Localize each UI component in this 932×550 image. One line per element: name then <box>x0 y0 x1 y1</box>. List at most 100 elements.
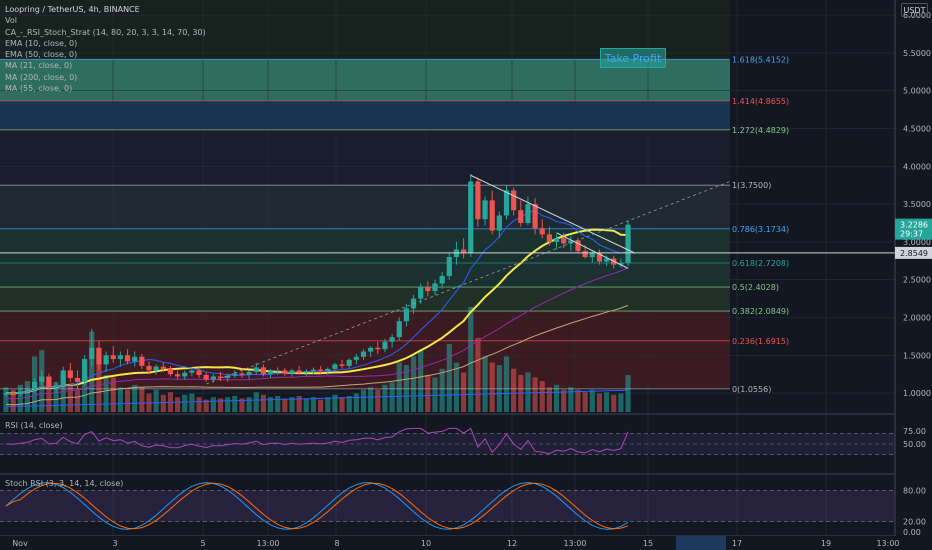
current-price-value: 3.2286 <box>900 221 928 230</box>
candle <box>346 359 352 366</box>
legend-item[interactable]: MA (55, close, 0) <box>5 84 73 94</box>
legend-item[interactable]: CA_-_RSI_Stoch_Strat (14, 80, 20, 3, 3, … <box>5 27 206 37</box>
candle <box>282 370 288 374</box>
time-tick: Nov <box>12 539 28 548</box>
candle <box>368 347 374 352</box>
time-highlight <box>676 536 726 550</box>
volume-bar <box>132 384 138 412</box>
candle <box>604 258 610 262</box>
volume-bar <box>511 368 517 412</box>
time-tick: 19 <box>821 539 831 548</box>
price-tick: 6.0000 <box>903 11 931 20</box>
volume-bar <box>332 394 338 412</box>
volume-bar <box>539 381 545 412</box>
volume-bar <box>418 350 424 412</box>
volume-bar <box>246 397 252 412</box>
fib-band <box>0 287 730 312</box>
volume-bar <box>589 389 595 412</box>
volume-bar <box>110 377 116 412</box>
fib-label: 0.618(2.7208) <box>732 259 789 268</box>
time-tick: 8 <box>334 539 339 548</box>
current-price-tag <box>895 218 932 240</box>
fib-label: 1.272(4.4829) <box>732 126 789 135</box>
volume-bar <box>611 394 617 412</box>
time-tick: 12 <box>507 539 517 548</box>
legend-item[interactable]: EMA (50, close, 0) <box>5 50 78 60</box>
volume-bar <box>503 356 510 412</box>
candle <box>396 321 402 338</box>
volume-bar <box>160 394 166 412</box>
volume-bar <box>303 398 309 412</box>
empty-area <box>730 0 895 412</box>
candle <box>482 200 488 220</box>
price-tick: 1.5000 <box>903 351 931 360</box>
currency-button[interactable]: USDT <box>901 3 928 17</box>
stoch-band <box>0 490 895 522</box>
candle <box>353 356 359 360</box>
legend-item[interactable]: MA (200, close, 0) <box>5 72 78 82</box>
time-tick: 13:00 <box>256 539 279 548</box>
volume-bar <box>10 389 16 412</box>
volume-bar <box>275 395 281 412</box>
candle <box>461 249 467 254</box>
candle <box>46 376 52 388</box>
candle <box>575 240 581 251</box>
volume-bar <box>468 307 474 412</box>
dashed-trendline <box>206 181 731 385</box>
legend-item[interactable]: MA (21, close, 0) <box>5 61 73 71</box>
fib-band <box>0 311 730 341</box>
candle <box>189 370 195 373</box>
time-axis-bg <box>0 536 932 550</box>
candle <box>74 377 81 382</box>
volume-bar <box>546 387 552 412</box>
take-profit-annotation[interactable]: Take Profit <box>600 48 666 68</box>
time-tick: 10 <box>421 539 431 548</box>
candle <box>160 366 166 369</box>
candle <box>425 287 431 292</box>
chart-legend: Loopring / TetherUS, 4h, BINANCE Vol CA_… <box>5 4 206 94</box>
volume-bar <box>575 389 581 412</box>
volume-bar <box>260 394 266 412</box>
candle <box>167 368 174 375</box>
volume-bar <box>475 337 481 412</box>
candle <box>182 372 188 377</box>
axis-bg <box>895 0 932 550</box>
volume-bar <box>525 372 531 412</box>
candle <box>82 359 88 382</box>
volume-bar <box>82 368 88 412</box>
volume-bar <box>596 393 603 412</box>
candle <box>89 347 95 360</box>
legend-item[interactable]: EMA (10, close, 0) <box>5 38 78 48</box>
volume-bar <box>625 374 631 412</box>
indicator-tick: 50.00 <box>903 440 926 449</box>
volume-bar <box>153 389 159 412</box>
candle <box>546 234 552 242</box>
fib-label: 0.5(2.4028) <box>732 283 779 292</box>
candle <box>325 368 331 372</box>
candle <box>124 355 131 362</box>
ma-21-line <box>5 228 629 395</box>
volume-bar <box>282 398 288 412</box>
candle <box>24 389 31 392</box>
candle <box>418 287 424 299</box>
rsi-label[interactable]: RSI (14, close) <box>5 421 63 430</box>
stoch-rsi-label[interactable]: Stoch RSI (3, 3, 14, 14, close) <box>5 479 124 488</box>
legend-item[interactable]: Vol <box>5 16 17 26</box>
fib-label: 0.382(2.0849) <box>732 307 789 316</box>
time-tick: 5 <box>200 539 205 548</box>
volume-bar <box>225 397 231 412</box>
volume-bar <box>232 395 238 412</box>
stoch-k-line <box>5 482 629 530</box>
candle <box>289 370 295 374</box>
volume-bar <box>618 393 624 412</box>
volume-bar <box>318 399 324 412</box>
candle <box>582 250 588 258</box>
symbol-title[interactable]: Loopring / TetherUS, 4h, BINANCE <box>5 5 140 14</box>
candle <box>60 370 66 386</box>
ma-200-line <box>5 389 629 408</box>
candle <box>625 224 631 264</box>
fib-labels: 1.618(5.4152) 1.414(4.8655) 1.272(4.4829) 1… <box>732 55 789 394</box>
candle <box>539 228 545 235</box>
volume-bar <box>96 362 102 412</box>
